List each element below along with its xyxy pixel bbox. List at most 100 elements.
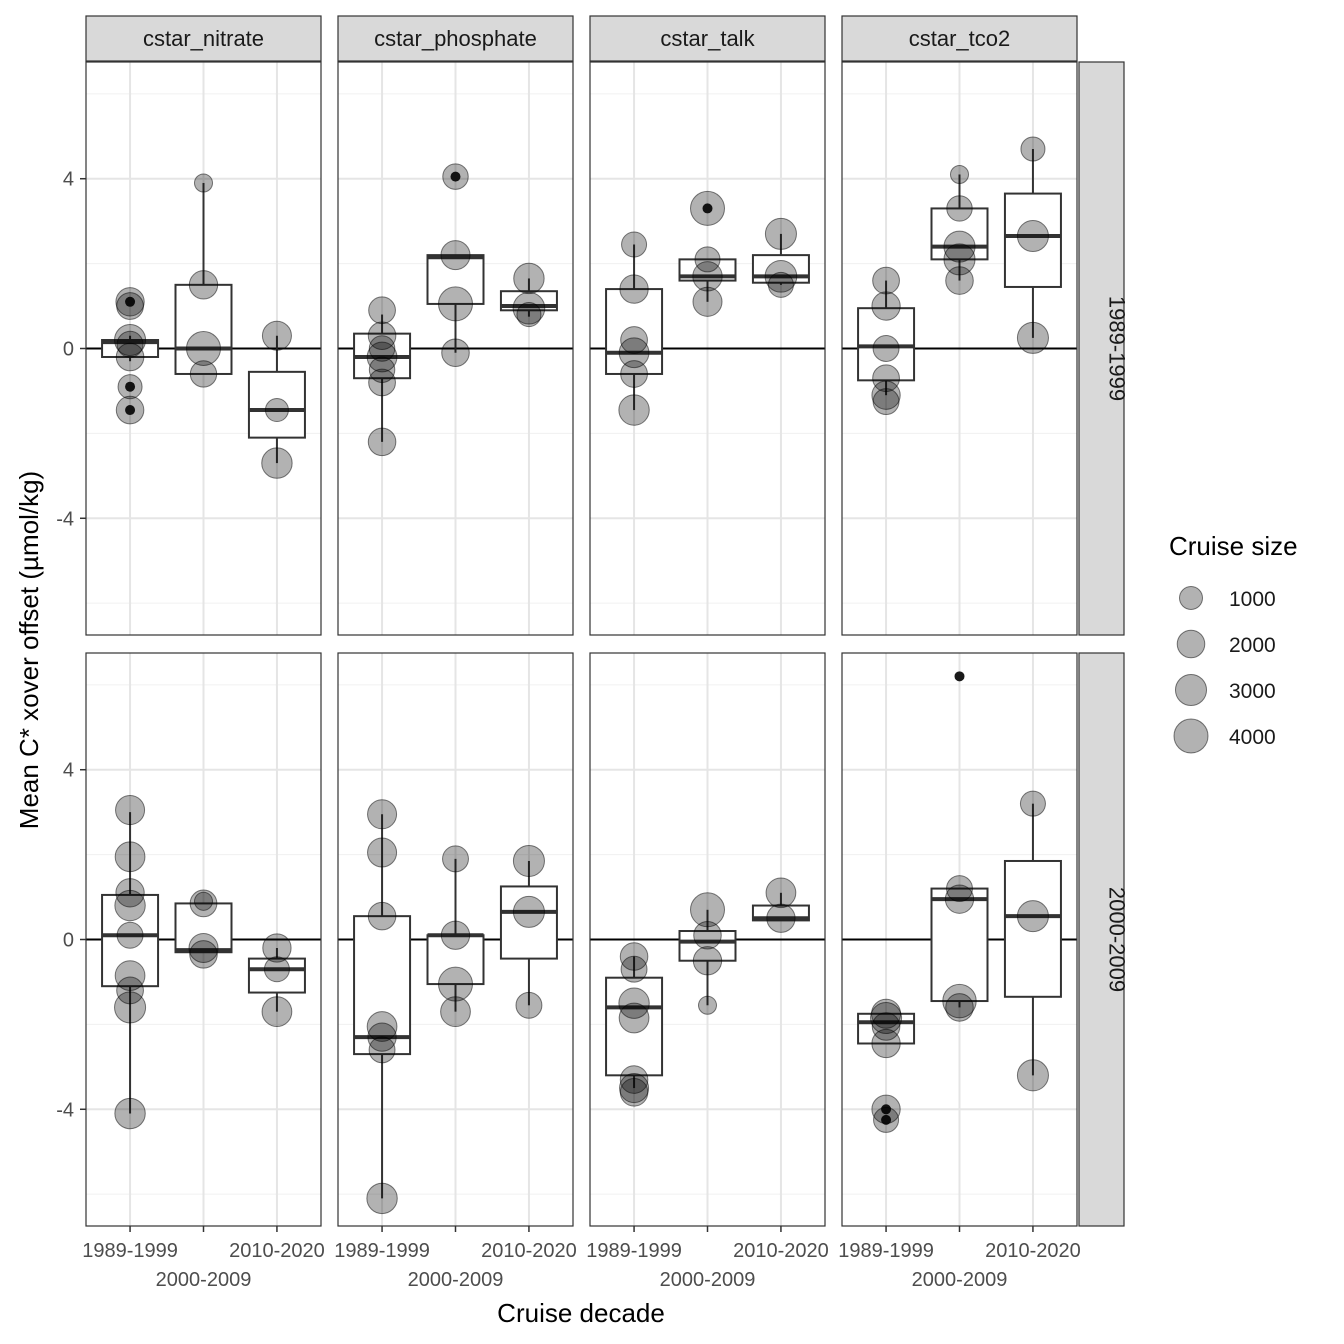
row-strip-label: 1989-1999 [1105, 296, 1130, 401]
data-point [116, 976, 144, 1005]
data-point [945, 993, 974, 1022]
box [174, 902, 233, 954]
data-point [115, 795, 146, 826]
x-tick-label: 1989-1999 [838, 1240, 934, 1262]
data-point [870, 1001, 903, 1035]
panel-border [589, 61, 826, 636]
data-point [512, 844, 545, 878]
column-strip-label: cstar_tco2 [909, 26, 1011, 51]
data-point [366, 1182, 398, 1215]
facet-panel [589, 652, 826, 1227]
data-point [621, 231, 648, 258]
data-point [261, 447, 293, 479]
data-point [114, 889, 146, 922]
row-strip-box [1078, 61, 1125, 636]
data-point [943, 243, 976, 276]
data-point [261, 996, 293, 1028]
legend-key [1176, 629, 1206, 659]
data-point [193, 891, 214, 911]
data-point [872, 335, 900, 362]
data-point [193, 173, 214, 193]
data-point [114, 323, 147, 357]
legend-label: 3000 [1229, 680, 1276, 703]
legend-key [1179, 586, 1203, 610]
data-point [438, 966, 473, 1002]
column-strip-box [589, 15, 826, 62]
data-point [1020, 136, 1046, 162]
column-strip-box [337, 15, 574, 62]
box [678, 930, 737, 962]
data-point [619, 274, 649, 304]
box [247, 957, 306, 994]
data-point [697, 995, 718, 1015]
data-point [115, 878, 145, 908]
data-point [1019, 790, 1046, 817]
panel-border [337, 61, 574, 636]
data-point [618, 394, 650, 426]
data-point [440, 240, 471, 271]
x-tick-label: 2010-2020 [733, 1240, 829, 1262]
data-point [871, 380, 901, 410]
data-point [765, 877, 797, 909]
column-strip-label: cstar_nitrate [143, 26, 264, 51]
data-point [440, 996, 471, 1028]
x-tick-label: 2000-2009 [660, 1269, 756, 1291]
box [1003, 859, 1062, 998]
column-strip-box [841, 15, 1078, 62]
column-strip-label: cstar_phosphate [374, 26, 537, 51]
data-point [189, 360, 218, 388]
data-point [114, 841, 146, 873]
box [930, 207, 989, 261]
data-point [189, 889, 218, 918]
data-point [871, 1094, 901, 1124]
data-point [512, 291, 546, 325]
facet-panel [337, 61, 574, 636]
data-point [1016, 321, 1049, 354]
data-point [619, 1078, 649, 1107]
data-point [368, 296, 396, 325]
facet-panel [85, 652, 322, 1227]
facet-panels [85, 61, 1078, 1227]
y-tick-label: 4 [63, 760, 74, 782]
box [499, 885, 558, 960]
data-point [692, 946, 723, 976]
facet-panel [85, 61, 322, 636]
data-point [367, 799, 398, 830]
data-point [515, 991, 543, 1019]
data-point [946, 875, 973, 903]
data-point [114, 991, 147, 1024]
y-tick-label: 0 [63, 339, 74, 361]
data-point [261, 320, 292, 351]
data-point [117, 374, 143, 400]
data-point [620, 326, 648, 354]
outlier-point [881, 1104, 892, 1115]
data-point [115, 395, 145, 425]
box [426, 254, 485, 305]
data-point [368, 368, 396, 397]
data-point [871, 1012, 901, 1041]
column-strip-label: cstar_talk [660, 26, 755, 51]
legend-label: 1000 [1229, 588, 1276, 611]
outlier-point [702, 203, 713, 214]
data-point [516, 302, 542, 328]
data-point [114, 1097, 146, 1130]
outlier-point [125, 381, 136, 392]
data-point [764, 260, 798, 293]
row-strip-box [1078, 652, 1125, 1227]
data-point [189, 940, 218, 969]
box [101, 893, 160, 988]
data-point [442, 163, 469, 190]
y-tick-label: 0 [63, 930, 74, 952]
outlier-point [881, 1114, 892, 1125]
data-point [694, 246, 721, 273]
legend-title: Cruise size [1169, 531, 1298, 561]
x-tick-label: 2000-2009 [408, 1269, 504, 1291]
x-axes: 1989-1999 2000-2009 2010-2020 1989-1999 2000… [82, 1226, 1081, 1291]
x-tick-label: 2010-2020 [985, 1240, 1081, 1262]
data-point [942, 983, 977, 1019]
data-point [368, 356, 396, 383]
data-point [872, 364, 900, 393]
column-strips: cstar_nitrate cstar_phosphate cstar_talk cs… [85, 15, 1078, 62]
y-tick-label: 4 [63, 169, 74, 191]
